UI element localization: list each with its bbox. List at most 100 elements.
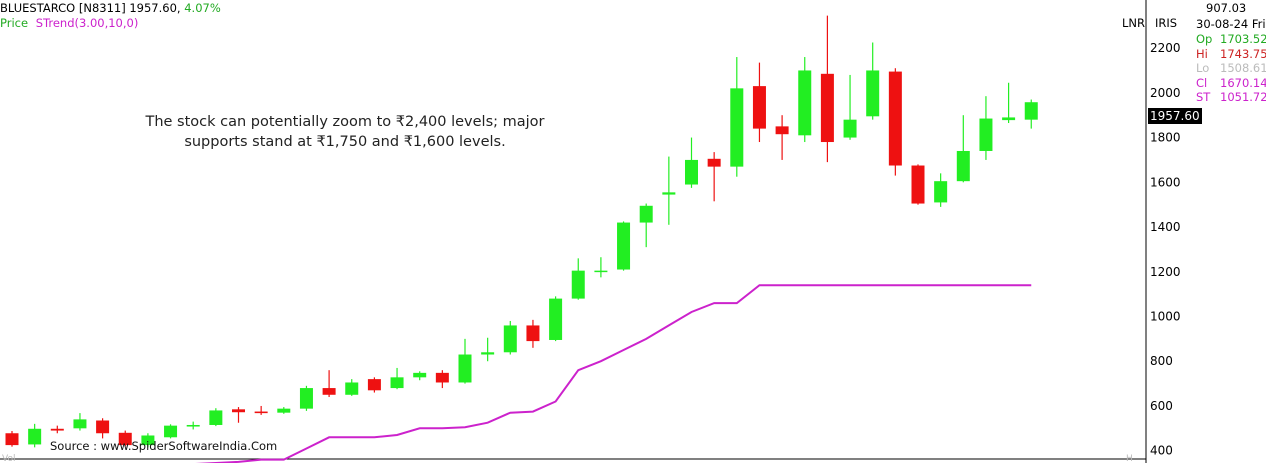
candle-body [435,372,449,383]
candle [888,68,902,176]
candle-body [481,352,495,355]
candle-body [254,411,268,414]
candle-body [526,325,540,342]
info-row-key: Hi [1196,46,1208,61]
candle [50,425,64,434]
candle-body [367,379,381,391]
candle [798,57,812,143]
candle [662,156,676,225]
candle-body [707,158,721,167]
candle-body [345,382,359,395]
corner-right-label: H [1126,454,1133,464]
change-percent: 4.07% [184,1,221,15]
y-tick-label: 1400 [1150,220,1181,234]
info-row-value: 1703.52 [1220,32,1266,46]
candle-body [685,159,698,185]
y-tick-label: 1600 [1150,175,1181,189]
price-label: Price [0,16,29,30]
info-row-value: 1508.61 [1220,61,1266,75]
candle [345,379,359,396]
candle [367,377,381,393]
info-row-value: 1051.72 [1220,90,1266,104]
chart-annotation: The stock can potentially zoom to ₹2,400… [130,112,560,152]
candle [209,408,223,427]
candle-body [186,424,200,427]
candle-body [639,205,653,223]
candle [118,430,132,447]
candle-body [934,181,948,203]
info-row-key: Cl [1196,75,1208,90]
info-row-value: 1670.14 [1220,75,1266,90]
y-tick-label: 2000 [1150,86,1181,100]
y-tick-label: 400 [1150,444,1173,458]
last-price: 1957.60, [129,1,181,15]
current-price-tag: 1957.60 [1148,108,1202,124]
candle [956,115,970,183]
candle-body [888,71,902,166]
indicator-header: Price STrend(3.00,10,0) [0,16,138,30]
annotation-line-1: The stock can potentially zoom to ₹2,400… [145,114,545,130]
candle [639,203,653,248]
indicator-label: STrend(3.00,10,0) [35,16,139,30]
candle-body [775,126,789,135]
candle-body [5,433,19,446]
candle [685,137,698,188]
candle [322,370,336,398]
candle [866,42,880,120]
candle [299,385,313,411]
candle [707,152,721,202]
candle [911,164,925,205]
candle-body [413,372,427,378]
candle-body [299,388,313,409]
volume-corner-label: Vol [2,454,16,464]
info-row: Cl 1670.14 [1196,76,1266,90]
candles-group [5,15,1038,448]
candle [730,57,744,177]
candle [503,320,517,355]
annotation-line-2: supports stand at ₹1,750 and ₹1,600 leve… [184,134,506,150]
candle [979,96,993,160]
y-tick-label: 1800 [1150,131,1181,145]
candle [254,405,268,415]
candle-body [118,432,132,446]
iris-label[interactable]: IRIS [1155,16,1178,30]
candle-body [96,420,110,434]
info-value: 907.03 [1206,1,1247,15]
candle [594,257,608,278]
price-axis-ticks: 400 600 800 1000 1200 1400 1600 1800 2000 2200 [1150,41,1181,458]
candle [526,319,540,348]
candle [186,421,200,430]
info-row-key: ST [1196,90,1211,104]
candle [820,15,834,163]
candle-body [843,119,857,138]
info-row-key: Op [1196,32,1213,46]
candle-body [662,192,676,195]
candle-body [141,435,155,446]
candle-body [730,88,744,167]
y-tick-label: 600 [1150,399,1173,413]
candle [752,62,766,143]
candle-body [911,165,925,204]
candle [73,413,87,431]
candle-body [549,298,563,340]
candle [28,423,42,448]
candle [435,370,449,389]
candle-body [503,325,517,353]
lnr-label[interactable]: LNR [1122,16,1145,30]
candle [1024,99,1038,129]
symbol-label: BLUESTARCO [N8311] [0,1,126,15]
info-date: 30-08-24 Fri [1196,17,1266,31]
y-tick-label: 1000 [1150,309,1181,323]
candle-body [594,270,608,273]
candle [775,115,789,160]
candle-body [390,377,404,389]
candle-body [1024,102,1038,120]
info-row-value: 1743.75 [1220,46,1266,61]
candle [549,296,563,342]
candle-body [752,86,766,129]
info-row: Lo 1508.61 [1196,61,1266,75]
candle-body [232,409,245,413]
candle-body [277,408,291,413]
candle-body [820,73,834,143]
